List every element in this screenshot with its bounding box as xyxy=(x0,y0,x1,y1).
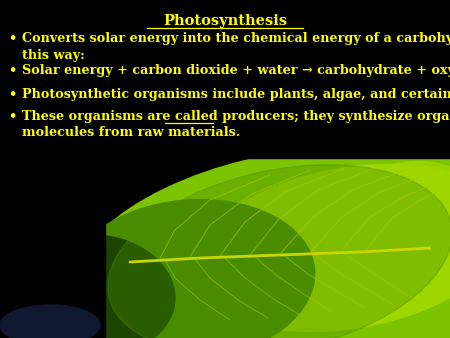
Text: These organisms are called producers; they synthesize organic
molecules from raw: These organisms are called producers; th… xyxy=(22,110,450,140)
Text: •: • xyxy=(8,88,16,101)
Ellipse shape xyxy=(0,305,100,338)
Text: Solar energy + carbon dioxide + water → carbohydrate + oxygen: Solar energy + carbon dioxide + water → … xyxy=(22,64,450,77)
Bar xyxy=(0,0,450,160)
Ellipse shape xyxy=(15,235,175,338)
Bar xyxy=(0,155,105,338)
Text: Photosynthetic organisms include plants, algae, and certain bacteria.: Photosynthetic organisms include plants,… xyxy=(22,88,450,101)
Text: •: • xyxy=(8,110,16,123)
Ellipse shape xyxy=(72,146,450,338)
Ellipse shape xyxy=(65,199,315,338)
Text: Converts solar energy into the chemical energy of a carbohydrate in
this way:: Converts solar energy into the chemical … xyxy=(22,32,450,62)
Text: Photosynthesis: Photosynthesis xyxy=(163,14,287,28)
Ellipse shape xyxy=(108,165,450,338)
Bar xyxy=(0,0,450,158)
Text: •: • xyxy=(8,64,16,77)
Ellipse shape xyxy=(192,165,450,332)
Ellipse shape xyxy=(313,162,450,298)
Text: •: • xyxy=(8,32,16,45)
